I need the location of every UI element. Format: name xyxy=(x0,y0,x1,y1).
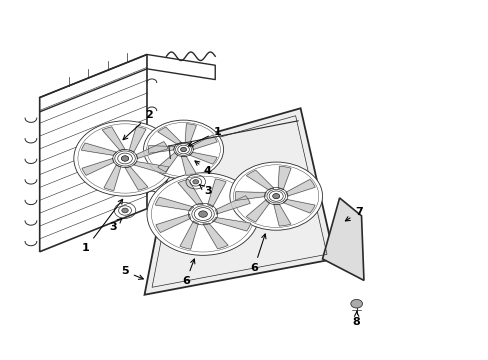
Text: 8: 8 xyxy=(352,311,360,327)
Text: 6: 6 xyxy=(182,259,194,286)
Circle shape xyxy=(180,147,186,152)
Polygon shape xyxy=(133,162,168,174)
Polygon shape xyxy=(185,124,196,144)
Circle shape xyxy=(191,206,214,222)
Polygon shape xyxy=(136,142,168,158)
Polygon shape xyxy=(144,108,334,295)
Text: 4: 4 xyxy=(195,161,211,176)
Polygon shape xyxy=(125,167,147,190)
Circle shape xyxy=(199,211,206,217)
Polygon shape xyxy=(180,221,198,249)
Polygon shape xyxy=(192,135,217,149)
Text: 3: 3 xyxy=(199,184,211,197)
Polygon shape xyxy=(82,158,114,175)
Polygon shape xyxy=(158,153,178,172)
Polygon shape xyxy=(102,127,125,150)
Circle shape xyxy=(198,211,207,217)
Polygon shape xyxy=(246,200,269,222)
Text: 3: 3 xyxy=(109,219,122,231)
Circle shape xyxy=(175,144,191,156)
Text: 1: 1 xyxy=(82,199,122,253)
Circle shape xyxy=(121,156,128,161)
Circle shape xyxy=(121,156,128,161)
Circle shape xyxy=(181,148,186,152)
Circle shape xyxy=(122,208,128,213)
Text: 1: 1 xyxy=(188,127,221,146)
Circle shape xyxy=(229,162,322,230)
Polygon shape xyxy=(181,156,196,175)
Polygon shape xyxy=(273,204,290,226)
Polygon shape xyxy=(212,217,250,231)
Circle shape xyxy=(115,151,135,166)
Circle shape xyxy=(272,194,279,198)
Text: 6: 6 xyxy=(250,234,265,273)
Polygon shape xyxy=(81,143,116,156)
Text: 7: 7 xyxy=(345,207,362,221)
Text: 5: 5 xyxy=(121,266,143,279)
Polygon shape xyxy=(158,127,181,144)
Polygon shape xyxy=(322,198,363,280)
Polygon shape xyxy=(235,192,265,201)
Circle shape xyxy=(147,173,259,255)
Circle shape xyxy=(266,189,285,203)
Circle shape xyxy=(74,121,176,196)
Polygon shape xyxy=(203,223,227,249)
Text: 2: 2 xyxy=(123,111,153,140)
Polygon shape xyxy=(278,166,290,190)
Polygon shape xyxy=(285,179,314,196)
Polygon shape xyxy=(283,199,314,213)
Polygon shape xyxy=(207,179,225,207)
Circle shape xyxy=(272,194,279,199)
Polygon shape xyxy=(104,165,121,190)
Polygon shape xyxy=(129,126,146,152)
Circle shape xyxy=(143,120,223,179)
Polygon shape xyxy=(246,170,273,190)
Circle shape xyxy=(192,180,198,184)
Polygon shape xyxy=(215,195,250,214)
Polygon shape xyxy=(156,214,190,233)
Polygon shape xyxy=(178,179,203,205)
Polygon shape xyxy=(148,146,175,153)
Circle shape xyxy=(350,300,362,308)
Polygon shape xyxy=(155,197,193,211)
Polygon shape xyxy=(189,152,217,164)
Polygon shape xyxy=(40,54,147,252)
